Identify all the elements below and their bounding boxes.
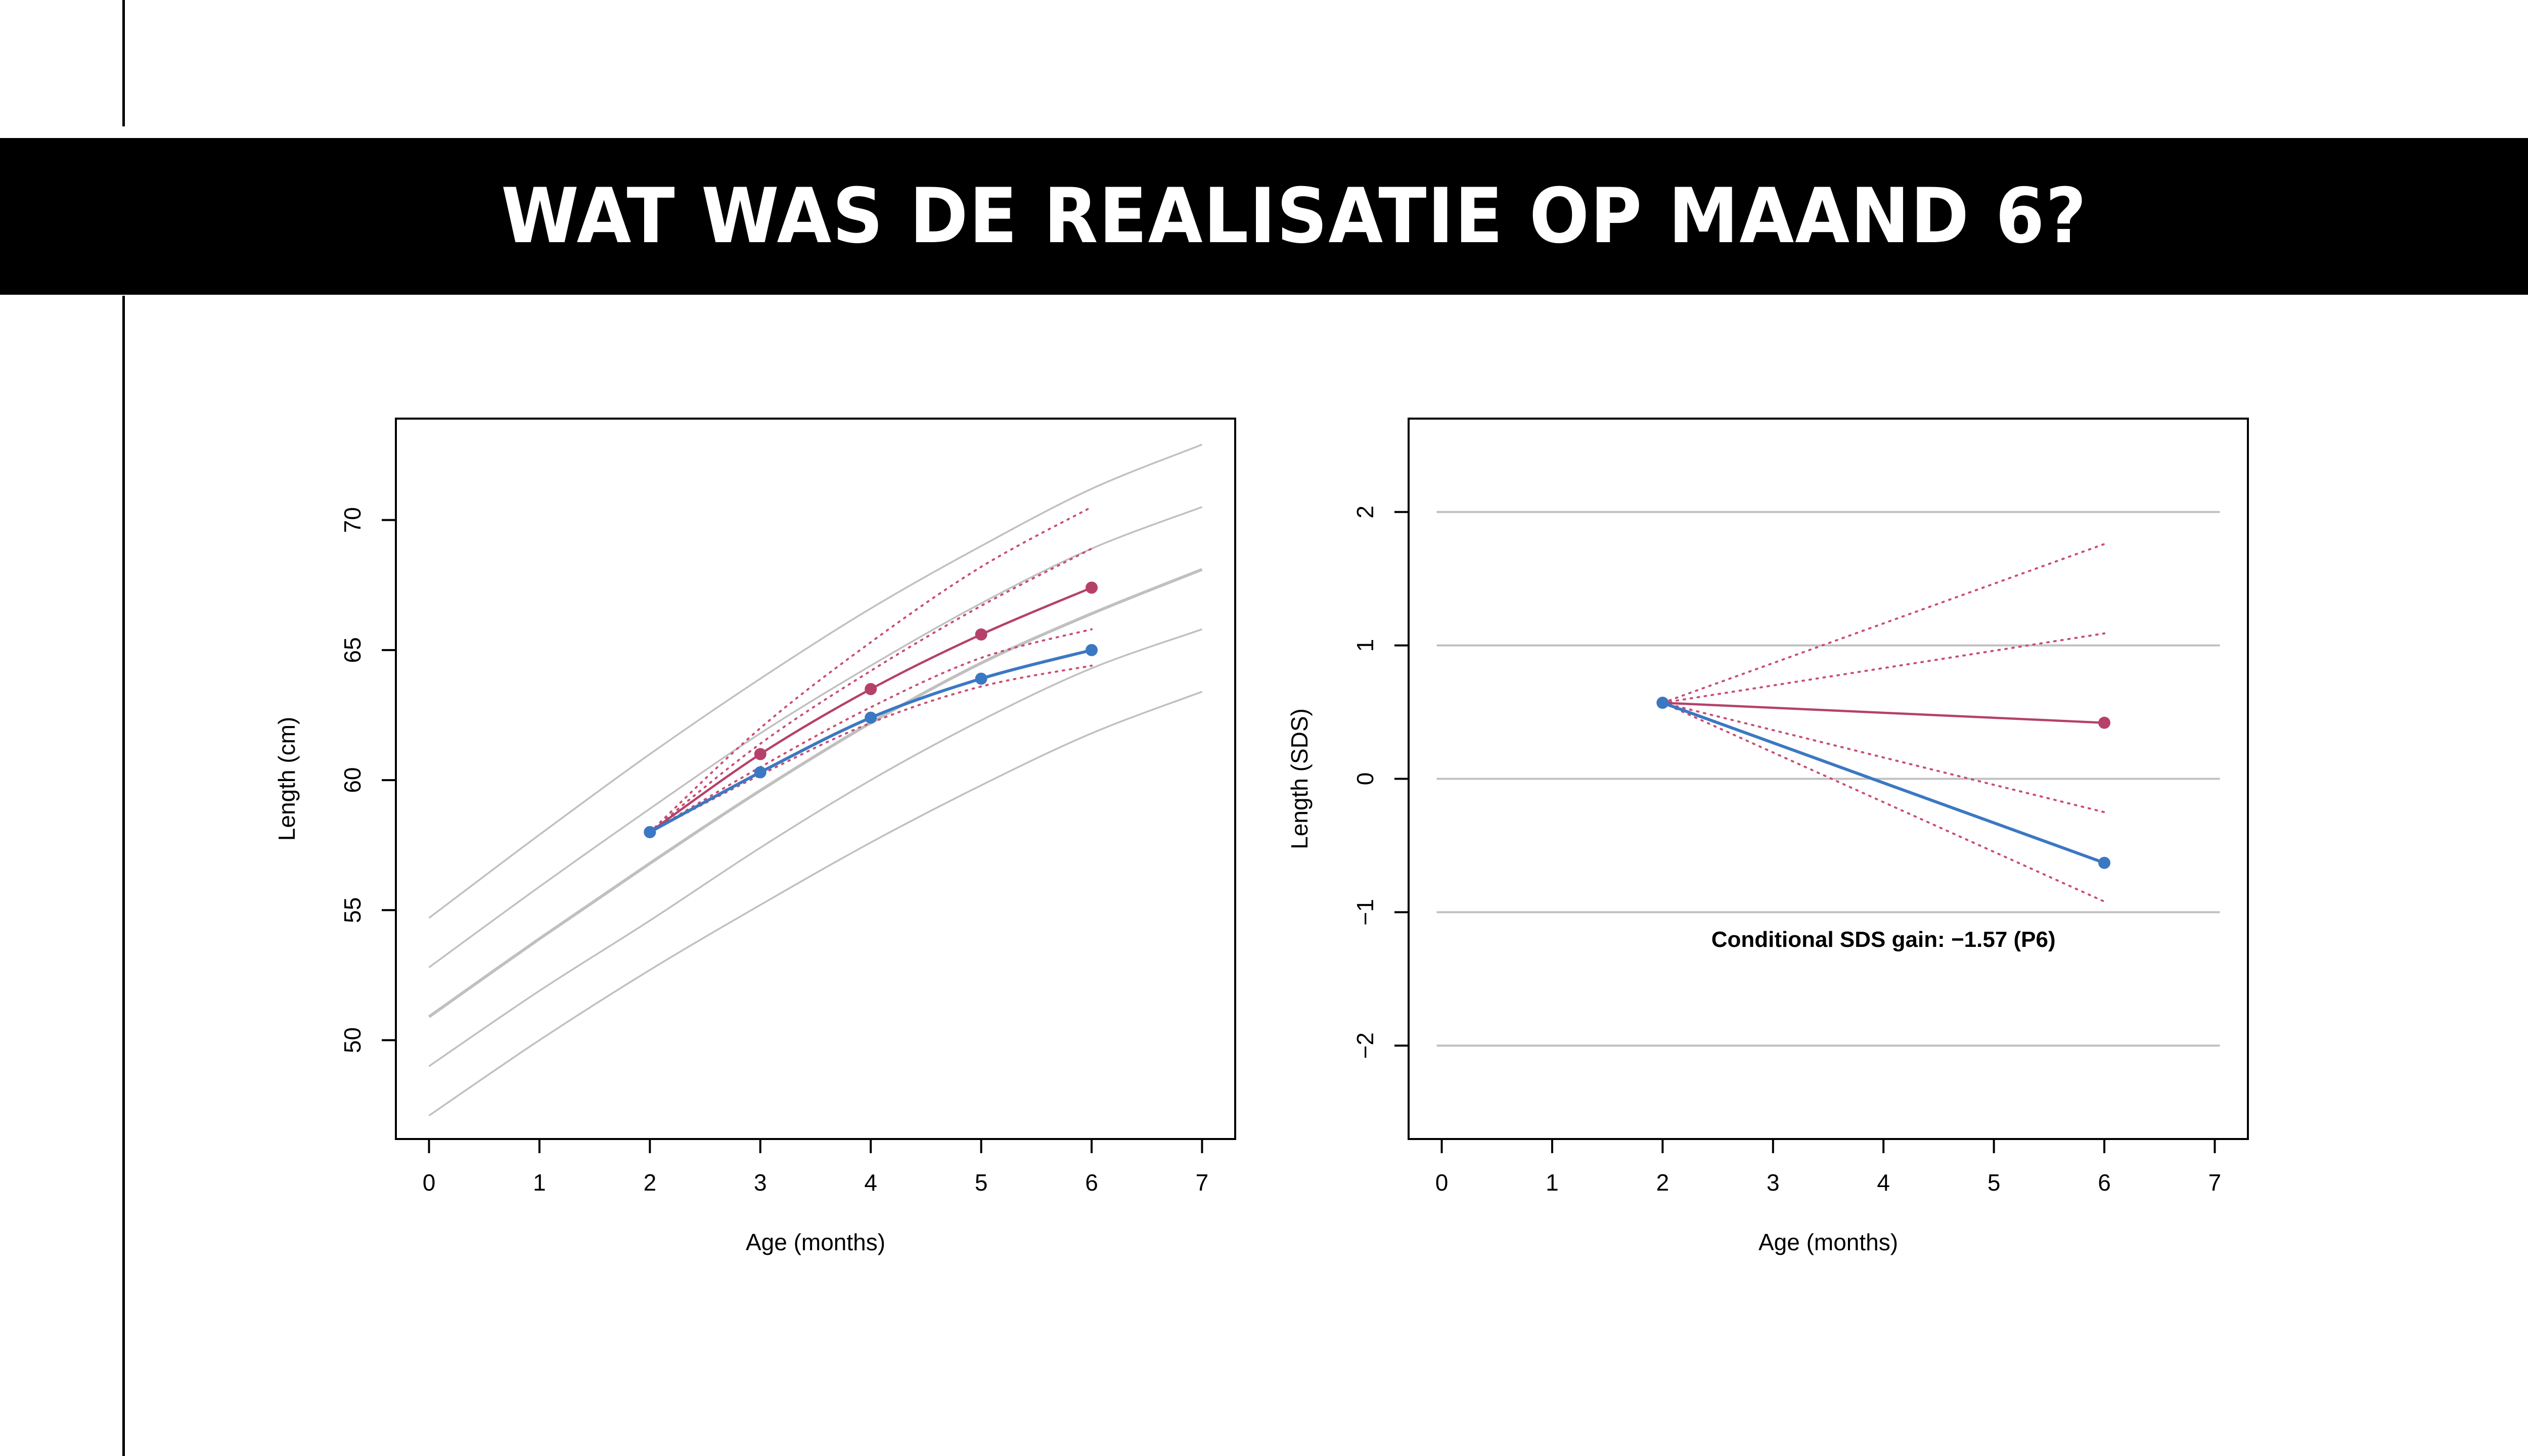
chart1-x-tick-label: 5	[975, 1169, 988, 1196]
chart2-x-tick-label: 3	[1767, 1169, 1780, 1196]
chart2-series-line-1	[1662, 701, 2105, 864]
chart1-x-tick-label: 2	[644, 1169, 657, 1196]
chart1-series-1-point-3	[975, 672, 987, 685]
chart2-y-tick-label: 1	[1352, 639, 1378, 652]
chart1-y-tick-label: 50	[339, 1027, 366, 1053]
chart2-series-line-0	[1662, 701, 2105, 724]
chart2-interval-line-0	[1661, 543, 2106, 704]
chart2-y-axis-label: Length (SDS)	[1286, 708, 1313, 849]
chart1-series-0-point-1	[754, 748, 766, 760]
title-bar: WAT WAS DE REALISATIE OP MAAND 6?	[0, 138, 2528, 295]
chart2-annotation: Conditional SDS gain: −1.57 (P6)	[1711, 927, 2056, 952]
chart1-x-tick-label: 3	[754, 1169, 767, 1196]
chart2-series-1-point-1	[2098, 856, 2111, 869]
chart1-y-axis-label: Length (cm)	[274, 717, 300, 841]
chart1-reference-curve-2	[428, 568, 1203, 1018]
chart1-plot-frame	[395, 418, 1236, 1140]
chart1-y-tick-label: 55	[339, 897, 366, 923]
chart2-interval-line-1	[1661, 632, 2106, 704]
chart1-x-tick-label: 7	[1196, 1169, 1209, 1196]
chart2-x-tick-label: 5	[1988, 1169, 2001, 1196]
chart1-series-line-1	[649, 648, 1092, 834]
chart1-reference-curve-4	[428, 443, 1203, 919]
chart1-y-tick-label: 65	[339, 637, 366, 663]
chart1-x-tick-label: 0	[423, 1169, 436, 1196]
chart2-interval-line-3	[1661, 702, 2106, 903]
chart1-reference-curve-1	[428, 628, 1203, 1067]
chart2-x-tick-label: 2	[1656, 1169, 1669, 1196]
left-border-line-top	[122, 0, 125, 126]
chart2-series-1-point-0	[1656, 697, 1669, 709]
chart1-reference-curve-0	[428, 691, 1203, 1117]
chart1-x-tick-label: 4	[864, 1169, 877, 1196]
chart2-y-tick-label: 0	[1352, 772, 1378, 786]
chart1-y-tick-label: 60	[339, 767, 366, 793]
chart1-y-tick-label: 70	[339, 507, 366, 533]
chart1-series-0-point-4	[1086, 581, 1098, 594]
chart2-y-tick-label: −1	[1352, 899, 1378, 925]
chart1-x-tick-label: 6	[1085, 1169, 1098, 1196]
chart2-x-tick-label: 7	[2208, 1169, 2222, 1196]
chart1-series-0-point-3	[975, 628, 987, 641]
chart2-x-tick-label: 4	[1877, 1169, 1890, 1196]
chart1-reference-curve-3	[428, 506, 1203, 968]
chart2-interval-line-2	[1661, 702, 2106, 813]
chart2-x-tick-label: 1	[1546, 1169, 1559, 1196]
chart1-series-1-point-4	[1086, 644, 1098, 656]
chart2-y-tick-label: 2	[1352, 506, 1378, 519]
chart1-interval-line-0	[649, 506, 1093, 833]
chart2-x-tick-label: 0	[1435, 1169, 1449, 1196]
chart1-x-axis-label: Age (months)	[746, 1229, 885, 1255]
chart1-series-0-point-2	[865, 683, 877, 696]
chart2-series-0-point-1	[2098, 716, 2111, 729]
left-border-line-bottom	[122, 296, 125, 1456]
chart1-x-tick-label: 1	[533, 1169, 546, 1196]
chart1-series-1-point-0	[644, 826, 656, 838]
chart1-series-1-point-2	[865, 711, 877, 724]
slide-title: WAT WAS DE REALISATIE OP MAAND 6?	[501, 172, 2088, 260]
chart1-interval-line-2	[649, 628, 1093, 833]
chart1-series-1-point-1	[754, 766, 766, 779]
chart2-x-tick-label: 6	[2098, 1169, 2111, 1196]
chart2-y-tick-label: −2	[1352, 1032, 1378, 1059]
chart2-x-axis-label: Age (months)	[1758, 1229, 1898, 1255]
